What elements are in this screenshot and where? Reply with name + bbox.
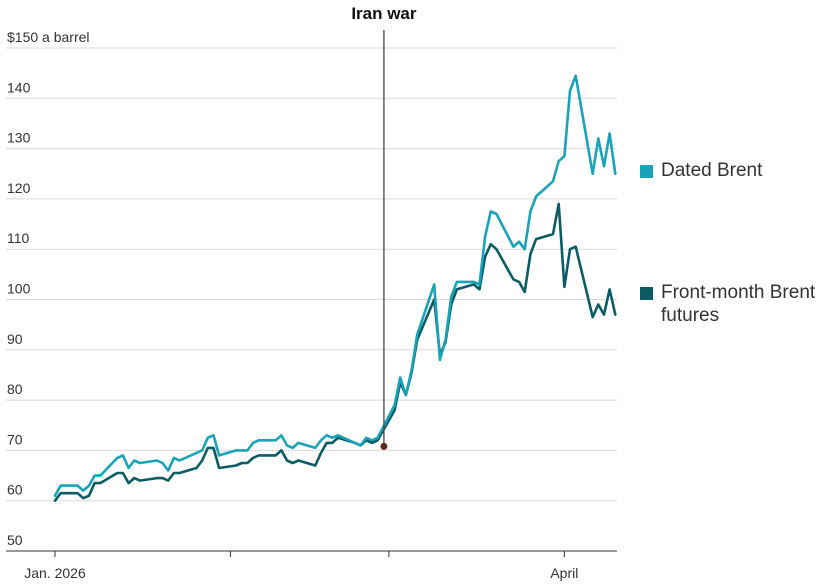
y-tick-label-110: 110 <box>7 230 30 246</box>
y-tick-label-120: 120 <box>7 180 31 196</box>
y-tick-label-150: $150 a barrel <box>7 29 90 45</box>
y-tick-label-50: 50 <box>7 532 23 548</box>
legend-item-front-month-brent: Front-month Brent futures <box>640 281 834 327</box>
x-tick-label-0: Jan. 2026 <box>24 565 86 581</box>
x-axis-ticks: Jan. 2026 April <box>24 551 578 581</box>
y-axis-labels: $150 a barrel 140 130 120 110 100 90 80 70 60 50 <box>7 29 90 548</box>
iran-war-annotation-label: Iran war <box>351 4 417 23</box>
y-tick-label-90: 90 <box>7 331 23 347</box>
series-line-0 <box>53 74 617 497</box>
series-line-1 <box>53 202 617 502</box>
y-tick-label-60: 60 <box>7 482 23 498</box>
series-lines <box>53 74 617 502</box>
y-tick-label-70: 70 <box>7 431 23 447</box>
legend-label-dated-brent: Dated Brent <box>661 160 763 181</box>
legend-swatch-front-month-brent <box>640 287 653 300</box>
x-tick-label-3: April <box>550 565 578 581</box>
event-annotation: Iran war <box>351 4 417 450</box>
legend-label-front-month-brent: Front-month Brent futures <box>661 282 816 326</box>
legend-swatch-dated-brent <box>640 165 653 178</box>
gridlines <box>6 47 617 502</box>
y-tick-label-80: 80 <box>7 381 23 397</box>
y-tick-label-100: 100 <box>7 281 31 297</box>
iran-war-marker-dot <box>380 442 388 450</box>
legend-item-dated-brent: Dated Brent <box>640 159 834 182</box>
y-tick-label-140: 140 <box>7 79 31 95</box>
y-tick-label-130: 130 <box>7 130 31 146</box>
